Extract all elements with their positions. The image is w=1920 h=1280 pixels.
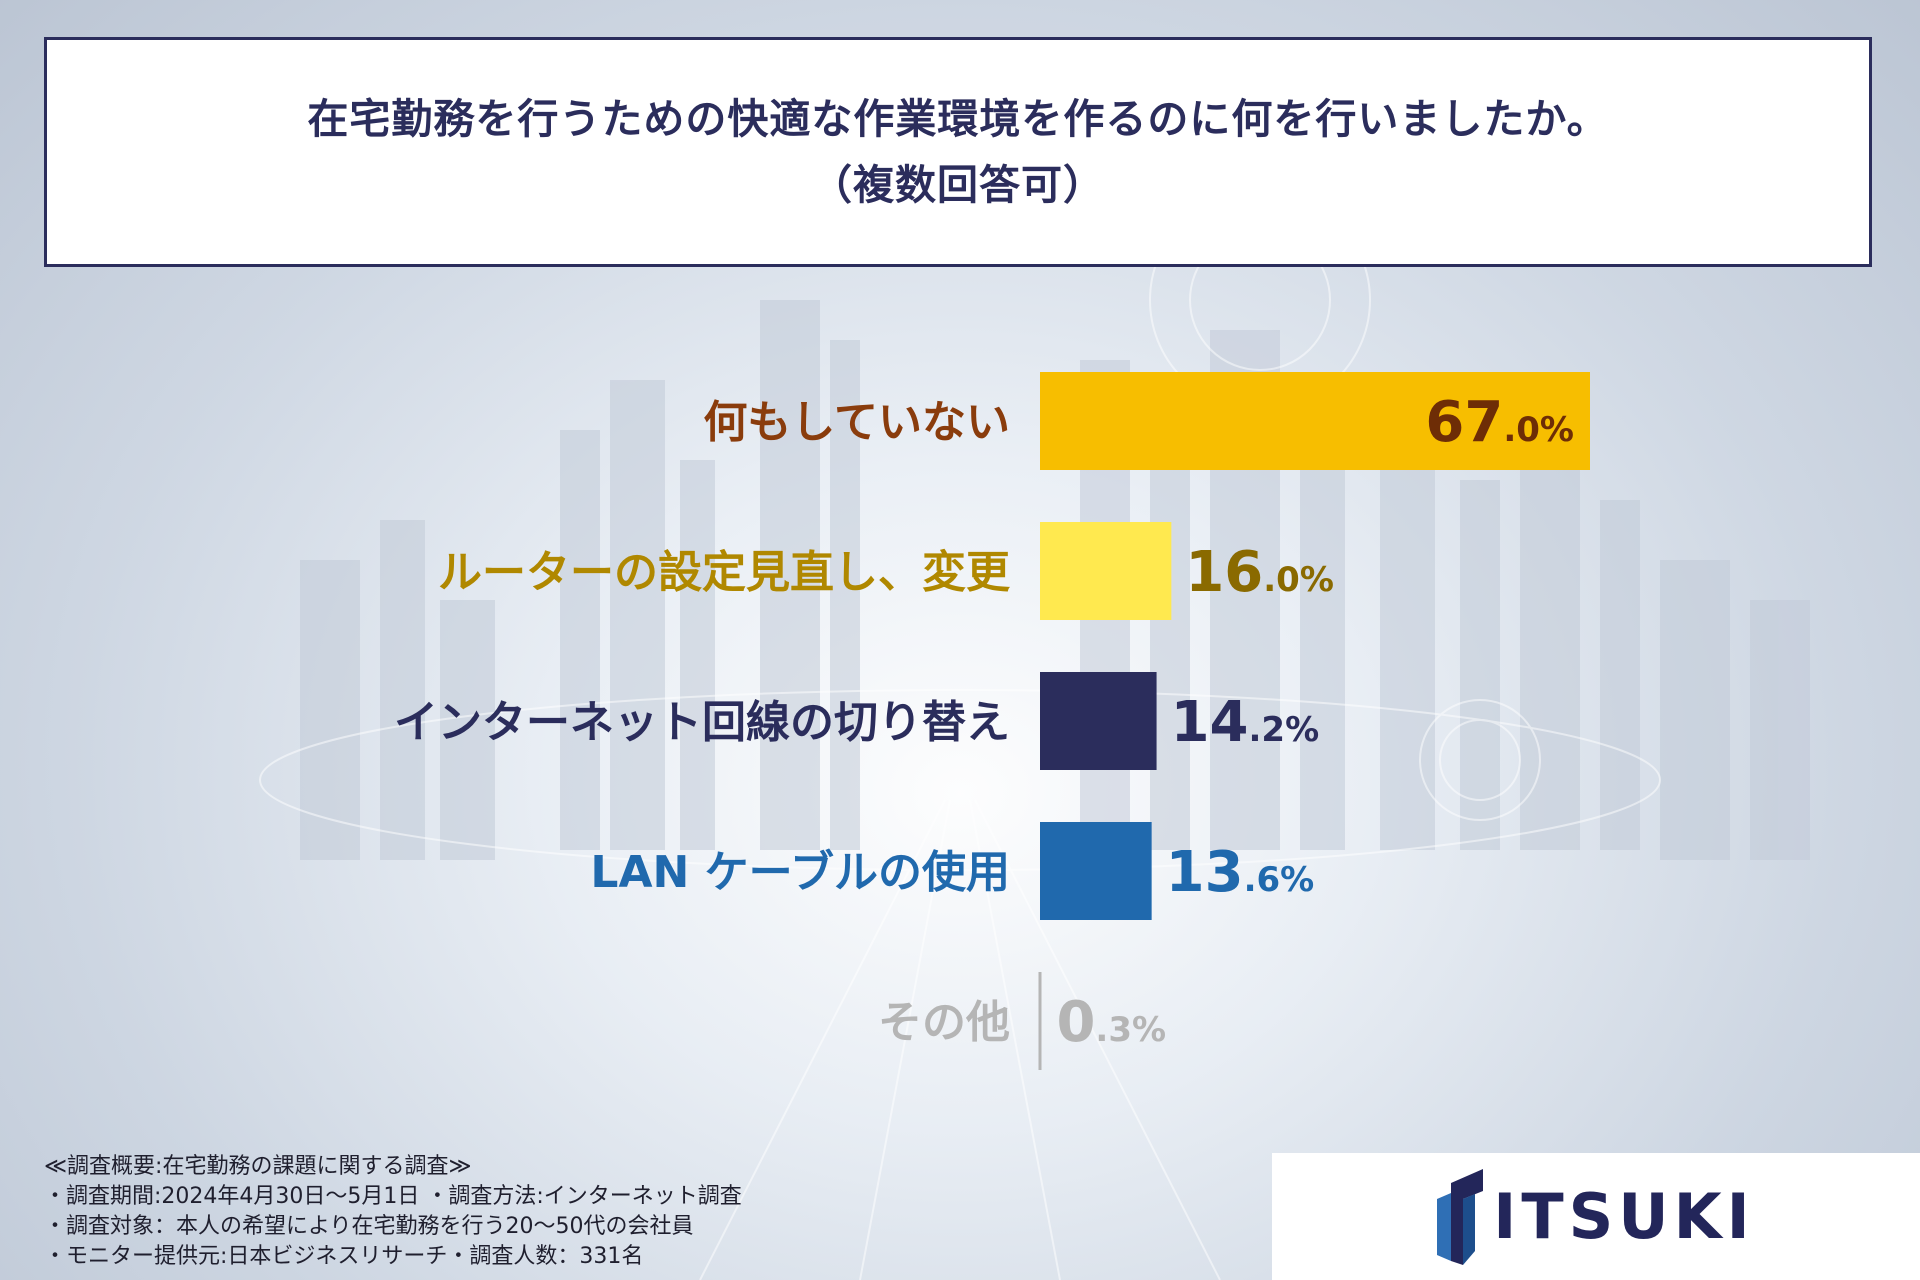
bar [1040, 672, 1157, 770]
logo-text: ITSUKI [1493, 1180, 1755, 1253]
value-label: 13.6% [1166, 840, 1315, 905]
value-label: 67.0% [1425, 390, 1574, 455]
category-label: ルーターの設定見直し、変更 [438, 547, 1011, 598]
survey-note-heading: ≪調査概要:在宅勤務の課題に関する調査≫ [44, 1154, 472, 1179]
bar [1040, 522, 1172, 620]
survey-note-provider: ・モニター提供元:日本ビジネスリサーチ・調査人数：331名 [44, 1244, 644, 1269]
category-label: LAN ケーブルの使用 [590, 847, 1010, 898]
value-label: 0.3% [1056, 990, 1166, 1055]
value-label: 14.2% [1171, 690, 1320, 755]
itsuki-logo-mark-icon [1437, 1168, 1484, 1265]
bar [1040, 372, 1590, 470]
value-label: 16.0% [1185, 540, 1334, 605]
title-box: 在宅勤務を行うための快適な作業環境を作るのに何を行いましたか。 （複数回答可） [44, 37, 1872, 267]
survey-notes: ≪調査概要:在宅勤務の課題に関する調査≫ ・調査期間:2024年4月30日～5月… [44, 1152, 1244, 1272]
bar [1040, 822, 1152, 920]
chart-title-line1: 在宅勤務を行うための快適な作業環境を作るのに何を行いましたか。 [307, 95, 1609, 143]
survey-note-target: ・調査対象：本人の希望により在宅勤務を行う20～50代の会社員 [44, 1214, 694, 1239]
company-logo: ITSUKI [1272, 1153, 1920, 1280]
category-label: その他 [878, 997, 1010, 1048]
category-label: 何もしていない [703, 397, 1010, 448]
survey-note-period: ・調査期間:2024年4月30日～5月1日 ・調査方法:インターネット調査 [44, 1184, 742, 1209]
chart-title-line2: （複数回答可） [811, 161, 1105, 209]
category-label: インターネット回線の切り替え [394, 697, 1010, 748]
